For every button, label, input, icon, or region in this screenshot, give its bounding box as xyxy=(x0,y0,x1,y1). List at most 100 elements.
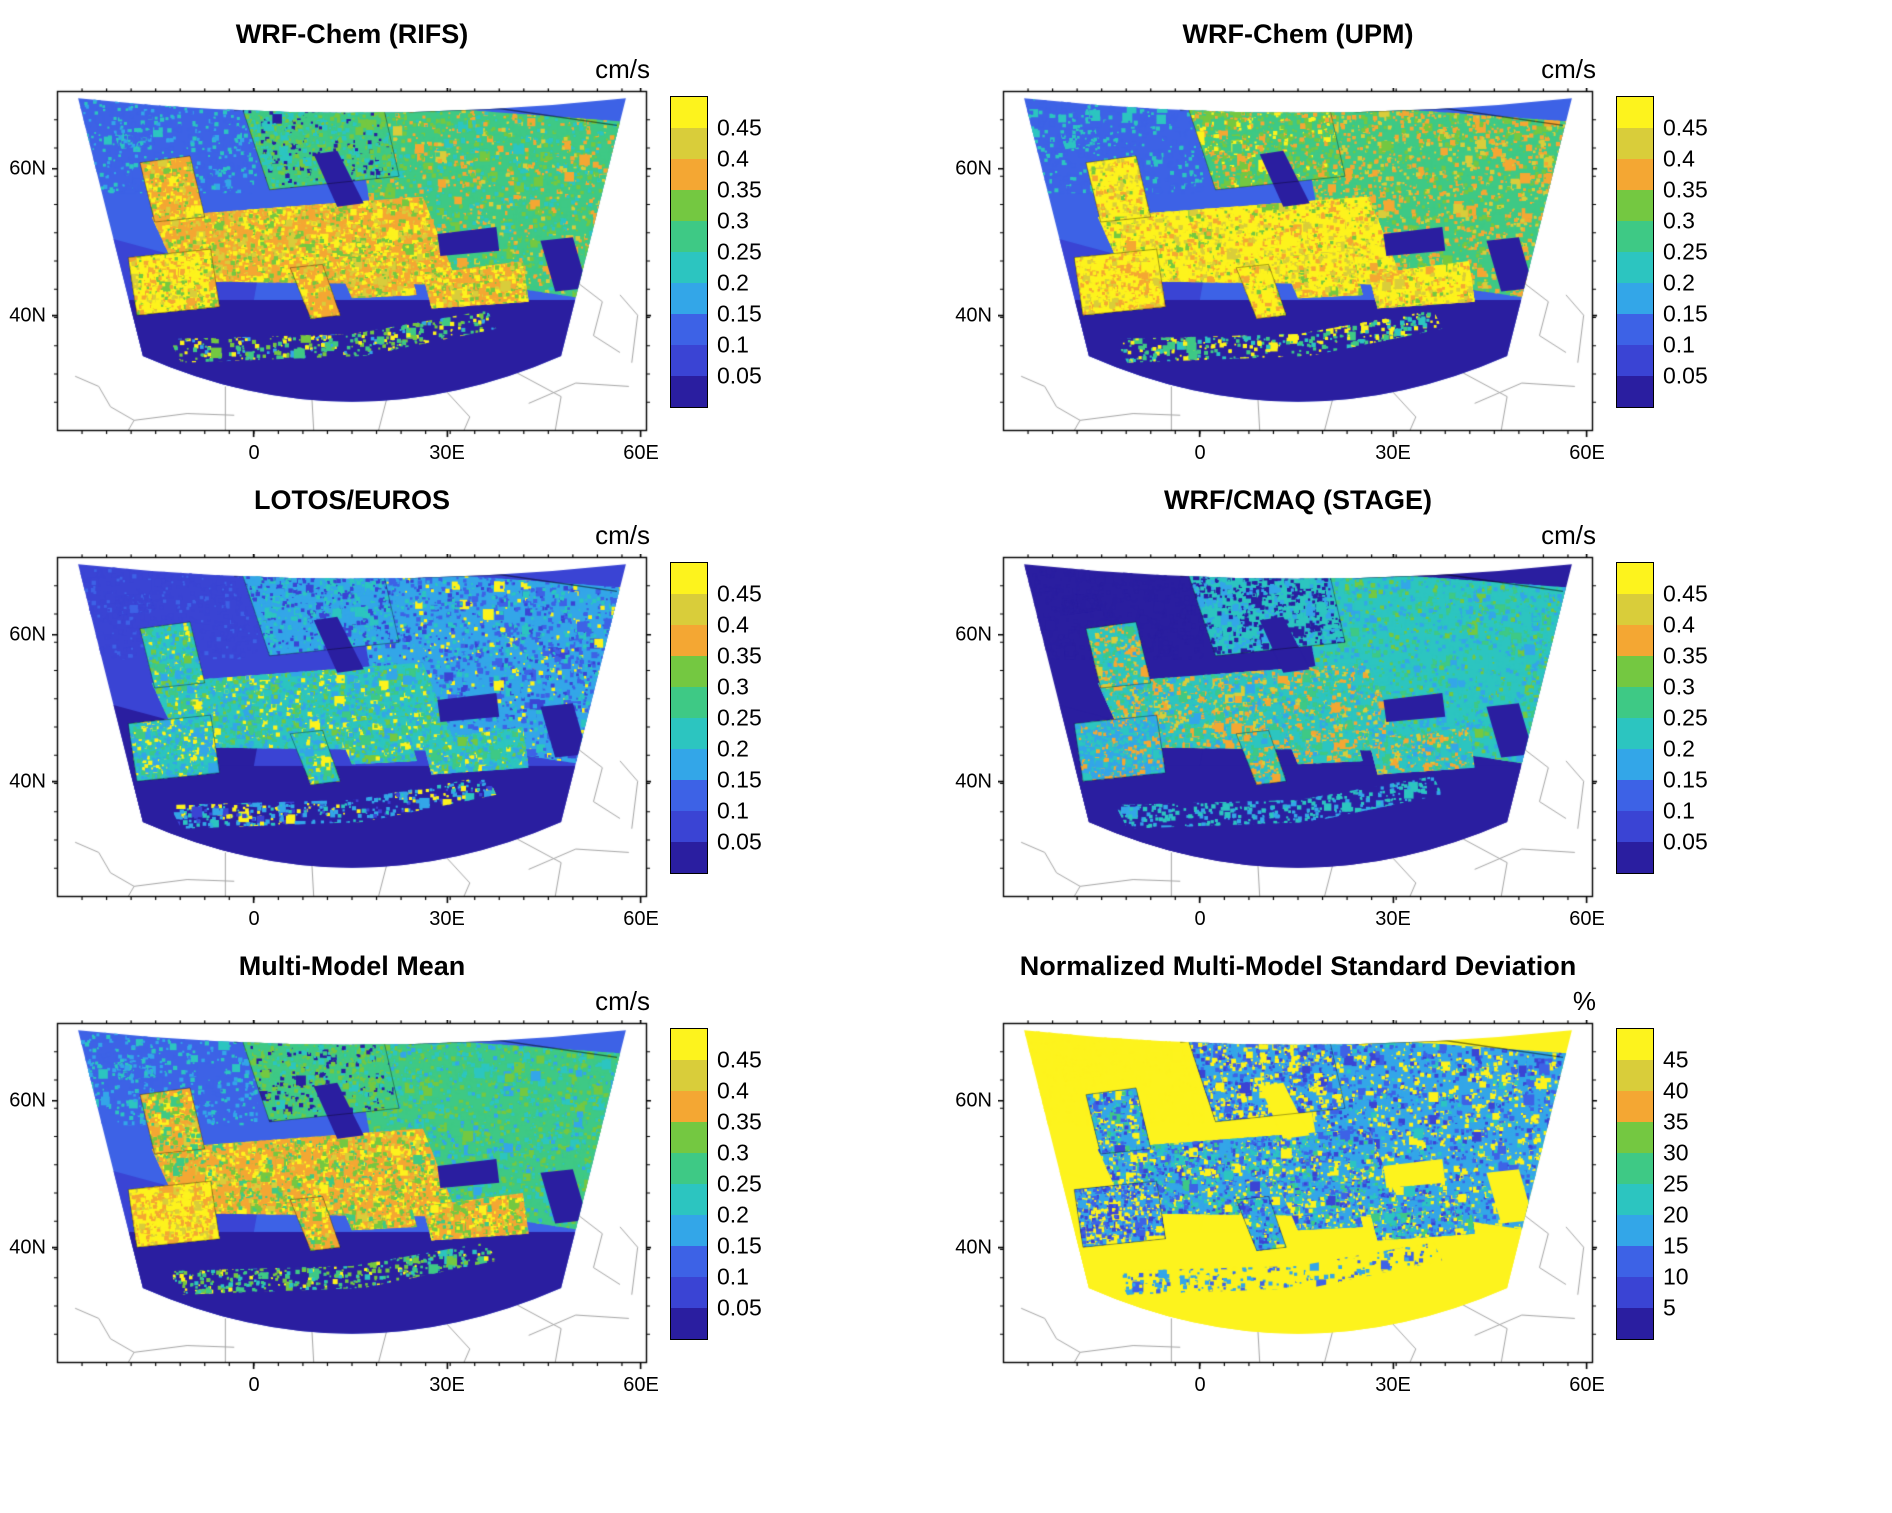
colorbar-tick-label: 0.25 xyxy=(1663,704,1708,731)
lon-tick-label-0: 0 xyxy=(248,1374,260,1396)
colorbar-segment xyxy=(671,252,707,283)
unit-label: cm/s xyxy=(595,54,650,84)
colorbar-tick-label: 0.2 xyxy=(1663,269,1695,296)
colorbar-tick-label: 0.4 xyxy=(717,1077,749,1104)
colorbar-segment xyxy=(1617,811,1653,842)
colorbar-segment xyxy=(671,1122,707,1153)
panel-title: Multi-Model Mean xyxy=(238,951,466,981)
colorbar-segment xyxy=(1617,656,1653,687)
colorbar-tick-label: 0.2 xyxy=(1663,735,1695,762)
colorbar-tick-label: 0.3 xyxy=(717,673,749,700)
colorbar-tick-label: 0.2 xyxy=(717,269,749,296)
colorbar-tick-label: 0.4 xyxy=(717,145,749,172)
colorbar-tick-label: 40 xyxy=(1663,1077,1689,1104)
colorbar: 0.45 0.4 0.35 0.3 0.25 0.2 0.15 0.1 0.05 xyxy=(1616,96,1708,408)
colorbar-segment xyxy=(1617,1215,1653,1246)
colorbar-tick-label: 0.4 xyxy=(717,611,749,638)
colorbar-tick-label: 30 xyxy=(1663,1139,1689,1166)
colorbar-tick-label: 10 xyxy=(1663,1263,1689,1290)
lon-tick-label-0: 0 xyxy=(248,442,260,464)
colorbar-segment xyxy=(1617,1153,1653,1184)
map-area: WRF/CMAQ (STAGE) cm/s 60N 40N 0 30E 60E xyxy=(955,480,1605,930)
colorbar-tick-label: 0.1 xyxy=(717,1263,749,1290)
colorbar-tick-label: 0.1 xyxy=(717,797,749,824)
lon-tick-label-0: 0 xyxy=(1194,1374,1206,1396)
colorbar-tick-label: 0.35 xyxy=(1663,176,1708,203)
colorbar-segment xyxy=(1617,128,1653,159)
lat-tick-label-40n: 40N xyxy=(9,770,46,793)
lon-tick-label-30e: 30E xyxy=(429,908,465,930)
colorbar-segment xyxy=(1617,1184,1653,1215)
colorbar-segment xyxy=(671,159,707,190)
colorbar-segment xyxy=(1617,97,1653,128)
colorbar-tick-label: 0.05 xyxy=(717,828,762,855)
panel-title: WRF/CMAQ (STAGE) xyxy=(1164,485,1432,515)
colorbar-segment xyxy=(671,1184,707,1215)
colorbar-segment xyxy=(671,1029,707,1060)
colorbar-tick-label: 0.3 xyxy=(1663,207,1695,234)
lon-tick-label-60e: 60E xyxy=(623,908,659,930)
colorbar-tick-label: 0.05 xyxy=(717,362,762,389)
colorbar-segment xyxy=(671,314,707,345)
unit-label: cm/s xyxy=(595,520,650,550)
colorbar-segment xyxy=(671,1246,707,1277)
panel-title: LOTOS/EUROS xyxy=(253,485,451,515)
colorbar-segment xyxy=(1617,1277,1653,1308)
lon-tick-label-60e: 60E xyxy=(1569,908,1605,930)
map-canvas xyxy=(52,88,652,438)
colorbar-segment xyxy=(1617,780,1653,811)
map-area: LOTOS/EUROS cm/s 60N 40N 0 30E 60E xyxy=(9,480,659,930)
unit-label: cm/s xyxy=(1541,54,1596,84)
colorbar-segment xyxy=(1617,718,1653,749)
colorbar-segment xyxy=(671,1277,707,1308)
panel-wrf-chem-rifs: WRF-Chem (RIFS) cm/s 60N 40N 0 30E 60E 0… xyxy=(0,6,946,466)
colorbar-segment xyxy=(1617,563,1653,594)
colorbar-segment xyxy=(1617,314,1653,345)
colorbar-tick-label: 0.3 xyxy=(717,1139,749,1166)
colorbar-segment xyxy=(671,780,707,811)
colorbar-tick-label: 0.05 xyxy=(1663,362,1708,389)
colorbar-tick-label: 0.25 xyxy=(717,1170,762,1197)
colorbar-tick-label: 0.05 xyxy=(1663,828,1708,855)
lat-tick-label-60n: 60N xyxy=(955,1089,992,1112)
colorbar-tick-label: 0.35 xyxy=(717,642,762,669)
colorbar-segment xyxy=(1617,221,1653,252)
colorbar-segment xyxy=(671,625,707,656)
colorbar-tick-label: 0.15 xyxy=(1663,300,1708,327)
colorbar-tick-label: 45 xyxy=(1663,1046,1689,1073)
colorbar-segment xyxy=(671,97,707,128)
colorbar-segment xyxy=(671,718,707,749)
lon-tick-label-60e: 60E xyxy=(1569,442,1605,464)
colorbar-tick-label: 0.15 xyxy=(717,766,762,793)
colorbar-segment xyxy=(671,128,707,159)
lat-tick-label-40n: 40N xyxy=(9,304,46,327)
colorbar-area: 0.45 0.4 0.35 0.3 0.25 0.2 0.15 0.1 0.05 xyxy=(1616,480,1708,874)
colorbar-segment xyxy=(1617,842,1653,873)
lat-tick-label-60n: 60N xyxy=(955,623,992,646)
map-area: WRF-Chem (UPM) cm/s 60N 40N 0 30E 60E xyxy=(955,14,1605,464)
colorbar-segment xyxy=(1617,687,1653,718)
lat-tick-label-60n: 60N xyxy=(9,623,46,646)
colorbar-tick-label: 0.35 xyxy=(1663,642,1708,669)
colorbar-segment xyxy=(671,1153,707,1184)
colorbar-tick-label: 0.45 xyxy=(717,1046,762,1073)
colorbar: 45 40 35 30 25 20 15 10 5 xyxy=(1616,1028,1689,1340)
colorbar-segment xyxy=(1617,159,1653,190)
map-area: Multi-Model Mean cm/s 60N 40N 0 30E 60E xyxy=(9,946,659,1396)
lon-tick-label-60e: 60E xyxy=(623,1374,659,1396)
colorbar-tick-label: 0.35 xyxy=(717,1108,762,1135)
colorbar-segment xyxy=(671,1060,707,1091)
colorbar-tick-label: 0.45 xyxy=(1663,580,1708,607)
colorbar-tick-label: 0.15 xyxy=(717,300,762,327)
lon-tick-label-30e: 30E xyxy=(429,1374,465,1396)
colorbar-tick-label: 0.3 xyxy=(1663,673,1695,700)
colorbar-tick-label: 0.25 xyxy=(717,238,762,265)
colorbar-area: 0.45 0.4 0.35 0.3 0.25 0.2 0.15 0.1 0.05 xyxy=(1616,14,1708,408)
colorbar-tick-label: 25 xyxy=(1663,1170,1689,1197)
colorbar-segment xyxy=(671,749,707,780)
lon-tick-label-0: 0 xyxy=(248,908,260,930)
lon-tick-label-30e: 30E xyxy=(1375,908,1411,930)
colorbar-segment xyxy=(671,283,707,314)
lon-tick-label-60e: 60E xyxy=(1569,1374,1605,1396)
colorbar-tick-label: 0.2 xyxy=(717,735,749,762)
